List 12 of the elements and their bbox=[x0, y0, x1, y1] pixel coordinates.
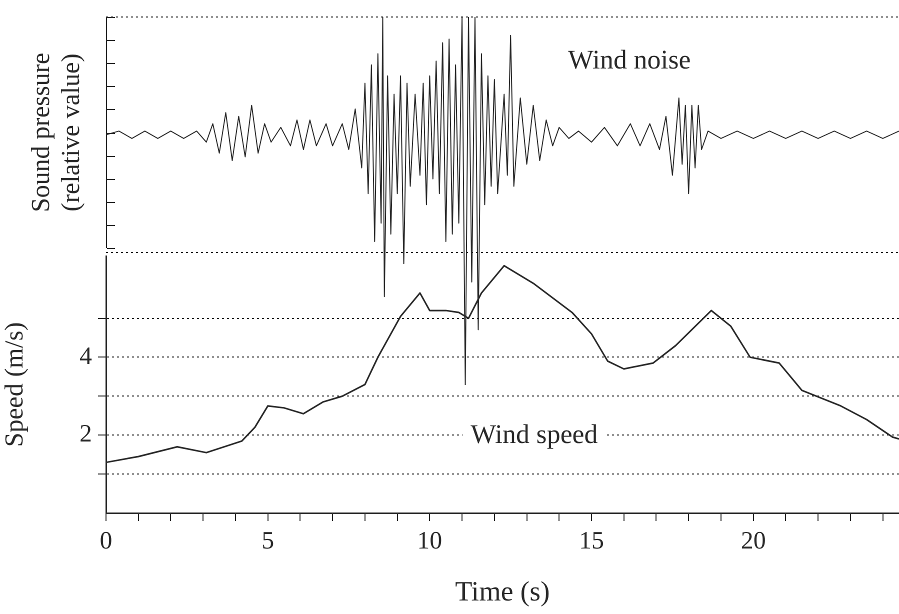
x-tick-label: 0 bbox=[100, 528, 112, 555]
x-tick-label: 15 bbox=[579, 528, 604, 555]
x-tick-label: 10 bbox=[417, 528, 442, 555]
y-axis-title: Sound pressure (relative value) bbox=[26, 52, 85, 212]
y-tick-label: 2 bbox=[80, 420, 92, 448]
y-tick-label: 4 bbox=[80, 342, 92, 370]
x-tick-label: 5 bbox=[262, 528, 274, 555]
y-axis-title: Speed (m/s) bbox=[0, 322, 28, 447]
x-tick-label: 20 bbox=[740, 528, 766, 555]
annotation: Wind speed bbox=[470, 418, 598, 449]
x-axis-title: Time (s) bbox=[455, 576, 550, 608]
annotation: Wind noise bbox=[568, 44, 691, 74]
